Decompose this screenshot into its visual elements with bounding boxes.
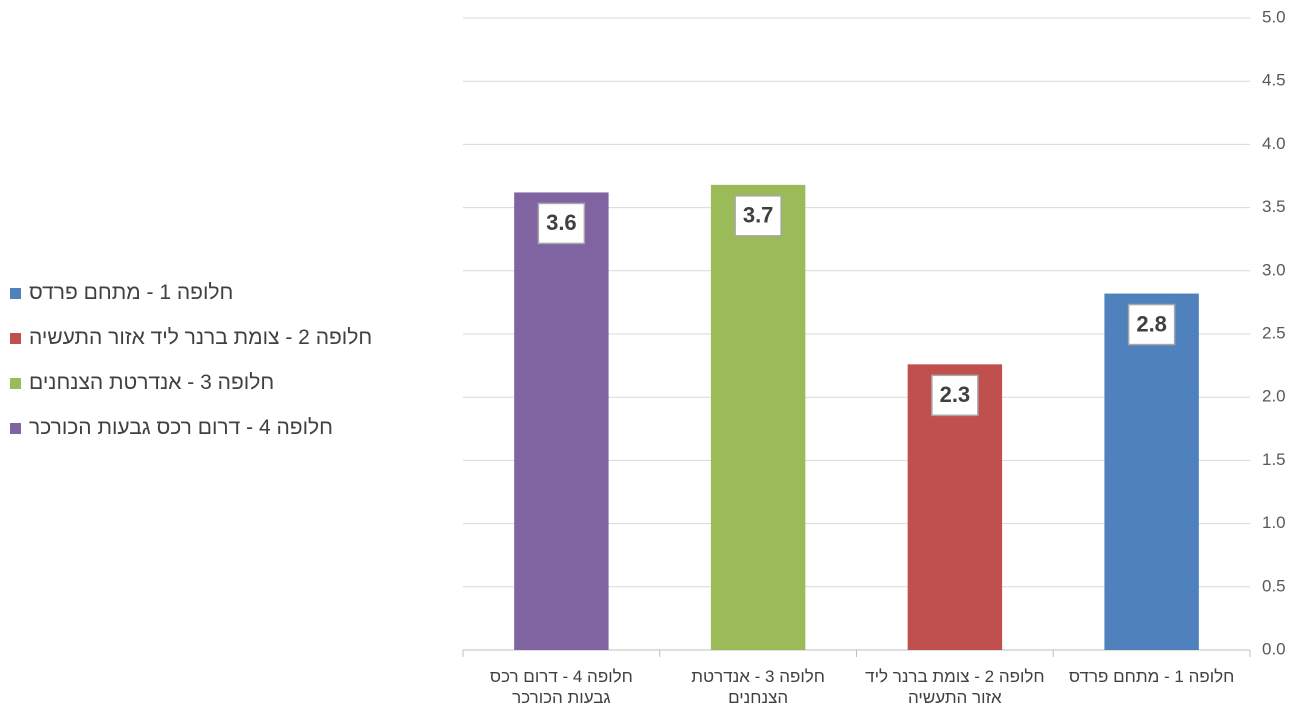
y-tick-label: 1.5 bbox=[1262, 450, 1286, 469]
legend-label: חלופה 3 - אנדרטת הצנחנים bbox=[29, 371, 275, 394]
x-tick-label: חלופה 2 - צומת ברנר ליד אזור התעשיה bbox=[865, 667, 1045, 707]
legend-label: חלופה 4 - דרום רכס גבעות הכורכר bbox=[29, 416, 333, 439]
y-tick-label: 2.0 bbox=[1262, 387, 1286, 406]
legend-item: חלופה 2 - צומת ברנר ליד אזור התעשיה bbox=[10, 325, 372, 351]
legend-item: חלופה 3 - אנדרטת הצנחנים bbox=[10, 370, 274, 396]
legend-swatch bbox=[10, 287, 21, 299]
legend-label: חלופה 2 - צומת ברנר ליד אזור התעשיה bbox=[29, 326, 373, 349]
legend-item: חלופה 1 - מתחם פרדס bbox=[10, 280, 233, 306]
data-label-box bbox=[537, 202, 586, 245]
bar bbox=[514, 192, 609, 650]
x-tick-label: חלופה 3 - אנדרטת הצנחנים bbox=[691, 667, 825, 707]
y-tick-label: 2.5 bbox=[1262, 323, 1286, 342]
legend-swatch bbox=[10, 422, 21, 434]
y-tick-label: 1.0 bbox=[1262, 513, 1286, 532]
bar bbox=[1104, 293, 1199, 650]
y-tick-label: 0.5 bbox=[1262, 576, 1286, 595]
y-tick-label: 5.0 bbox=[1262, 7, 1286, 26]
data-label-box bbox=[1127, 303, 1176, 346]
data-label: 2.3 bbox=[940, 382, 971, 407]
data-label: 3.6 bbox=[546, 210, 577, 235]
y-tick-label: 3.0 bbox=[1262, 260, 1286, 279]
y-tick-label: 4.5 bbox=[1262, 71, 1286, 90]
legend-swatch bbox=[10, 377, 21, 389]
x-tick-label: חלופה 1 - מתחם פרדס bbox=[1068, 667, 1235, 686]
bar bbox=[710, 184, 806, 650]
y-tick-label: 0.0 bbox=[1262, 639, 1286, 658]
legend-label: חלופה 1 - מתחם פרדס bbox=[29, 281, 234, 304]
x-tick-label: חלופה 4 - דרום רכס גבעות הכורכר bbox=[489, 667, 633, 707]
data-label-box bbox=[734, 195, 782, 237]
y-tick-label: 3.5 bbox=[1262, 197, 1286, 216]
legend-item: חלופה 4 - דרום רכס גבעות הכורכר bbox=[10, 415, 333, 441]
data-label: 3.7 bbox=[743, 203, 774, 228]
y-tick-label: 4.0 bbox=[1262, 134, 1286, 153]
data-label-box bbox=[931, 374, 979, 417]
legend-swatch bbox=[10, 332, 21, 344]
data-label: 2.8 bbox=[1136, 311, 1167, 336]
